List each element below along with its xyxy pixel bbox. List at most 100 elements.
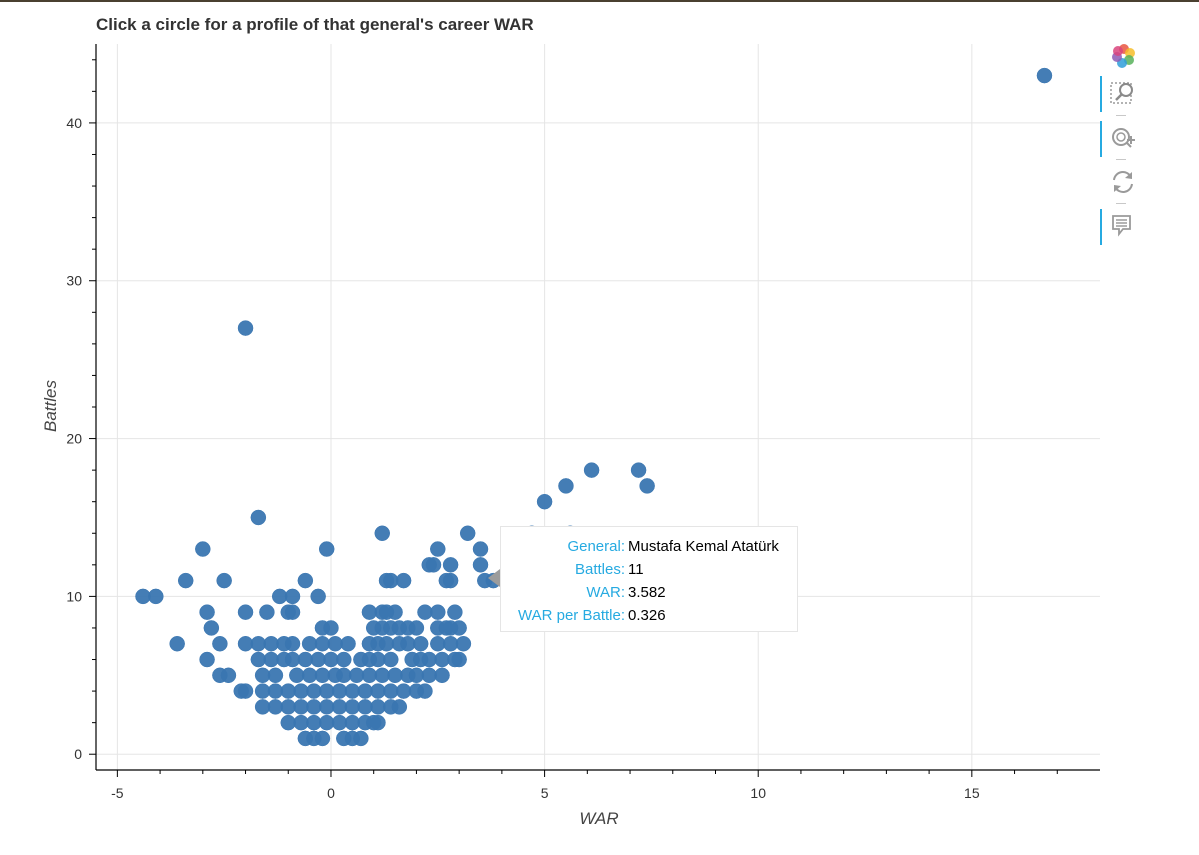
data-point[interactable] (472, 557, 489, 573)
data-point[interactable] (408, 620, 425, 636)
data-point[interactable] (250, 509, 267, 526)
data-point[interactable] (459, 525, 476, 542)
data-point[interactable] (216, 572, 232, 589)
data-point[interactable] (237, 320, 254, 336)
scatter-points[interactable] (135, 67, 1053, 747)
x-tick-label: -5 (111, 785, 124, 801)
axes: -5 0 5 10 15 0 10 20 30 40 (66, 44, 1100, 801)
data-point[interactable] (370, 714, 386, 731)
data-point[interactable] (425, 557, 442, 573)
data-point[interactable] (472, 541, 489, 557)
data-point[interactable] (237, 683, 254, 699)
tooltip-label: Battles: (574, 561, 625, 578)
toolbar-separator (1116, 159, 1126, 160)
chart-title: Click a circle for a profile of that gen… (96, 15, 534, 34)
hover-icon (1112, 215, 1131, 237)
x-tick-label: 5 (541, 785, 549, 801)
hover-tooltip: General: Mustafa Kemal Atatürk Battles: … (488, 526, 799, 632)
data-point[interactable] (336, 651, 352, 668)
tooltip-label: WAR: (586, 584, 625, 601)
toolbar-separator (1116, 115, 1126, 116)
data-point[interactable] (237, 604, 254, 620)
wheel-zoom-tool[interactable] (1100, 119, 1140, 157)
bokeh-logo-icon (1112, 44, 1135, 68)
data-point[interactable] (430, 541, 446, 557)
tooltip-pointer (488, 569, 500, 587)
tooltip-value: 0.326 (628, 607, 666, 624)
data-point[interactable] (442, 572, 459, 589)
data-point[interactable] (353, 730, 369, 747)
tooltip-value: 3.582 (628, 584, 666, 601)
data-point[interactable] (395, 572, 412, 589)
data-point[interactable] (284, 635, 301, 652)
data-point[interactable] (220, 667, 237, 684)
y-tick-label: 40 (66, 115, 82, 131)
data-point[interactable] (212, 635, 228, 652)
tooltip-row-battles: Battles: 11 (501, 558, 799, 581)
y-tick-label: 20 (66, 431, 82, 447)
data-point[interactable] (169, 635, 185, 652)
data-point[interactable] (318, 541, 335, 557)
window-top-border (0, 0, 1199, 2)
hover-tool[interactable] (1100, 207, 1140, 245)
data-point[interactable] (203, 620, 220, 636)
box-zoom-tool[interactable] (1100, 74, 1140, 112)
box-zoom-icon (1110, 82, 1133, 104)
tooltip-value: 11 (628, 561, 644, 578)
data-point[interactable] (284, 588, 301, 605)
toolbar-separator (1116, 203, 1126, 204)
data-point[interactable] (417, 683, 433, 699)
data-point[interactable] (259, 604, 275, 620)
data-point[interactable] (434, 667, 450, 684)
plot-area (96, 44, 1100, 770)
tooltip-value: Mustafa Kemal Atatürk (628, 538, 779, 555)
data-point[interactable] (314, 730, 331, 747)
data-point[interactable] (340, 635, 356, 652)
data-point[interactable] (447, 604, 463, 620)
data-point[interactable] (148, 588, 164, 605)
data-point[interactable] (199, 604, 215, 620)
data-point[interactable] (323, 620, 339, 636)
data-point[interactable] (442, 557, 459, 573)
data-point[interactable] (284, 604, 301, 620)
reset-icon (1113, 171, 1133, 193)
data-point[interactable] (310, 588, 326, 605)
data-point[interactable] (536, 493, 553, 510)
data-point[interactable] (639, 478, 655, 494)
data-point[interactable] (412, 635, 429, 652)
data-point[interactable] (383, 651, 399, 668)
data-point[interactable] (455, 635, 472, 652)
data-point[interactable] (391, 699, 408, 715)
data-point[interactable] (387, 604, 403, 620)
y-axis-label: Battles (41, 380, 60, 432)
data-point[interactable] (1036, 67, 1053, 84)
tooltip-row-war-per-battle: WAR per Battle: 0.326 (501, 604, 799, 627)
data-point[interactable] (177, 572, 194, 589)
x-axis-label: WAR (579, 809, 618, 828)
data-point[interactable] (583, 462, 600, 478)
tooltip-label: General: (567, 538, 625, 555)
data-point[interactable] (374, 525, 390, 542)
wheel-zoom-icon (1112, 128, 1135, 148)
bokeh-logo[interactable] (1100, 36, 1140, 72)
data-point[interactable] (451, 620, 467, 636)
y-tick-label: 30 (66, 273, 82, 289)
data-point[interactable] (195, 541, 211, 557)
data-point[interactable] (451, 651, 467, 668)
y-tick-label: 0 (74, 746, 82, 762)
tooltip-label: WAR per Battle: (518, 607, 625, 624)
data-point[interactable] (630, 462, 647, 478)
tooltip-row-general: General: Mustafa Kemal Atatürk (501, 535, 799, 558)
data-point[interactable] (430, 604, 446, 620)
data-point[interactable] (199, 651, 215, 668)
x-tick-label: 15 (964, 785, 980, 801)
reset-tool[interactable] (1100, 163, 1140, 199)
data-point[interactable] (558, 478, 574, 494)
data-point[interactable] (297, 572, 314, 589)
tooltip-row-war: WAR: 3.582 (501, 581, 799, 604)
x-tick-label: 10 (750, 785, 766, 801)
data-point[interactable] (267, 667, 284, 684)
x-tick-label: 0 (327, 785, 335, 801)
y-tick-label: 10 (66, 588, 82, 604)
